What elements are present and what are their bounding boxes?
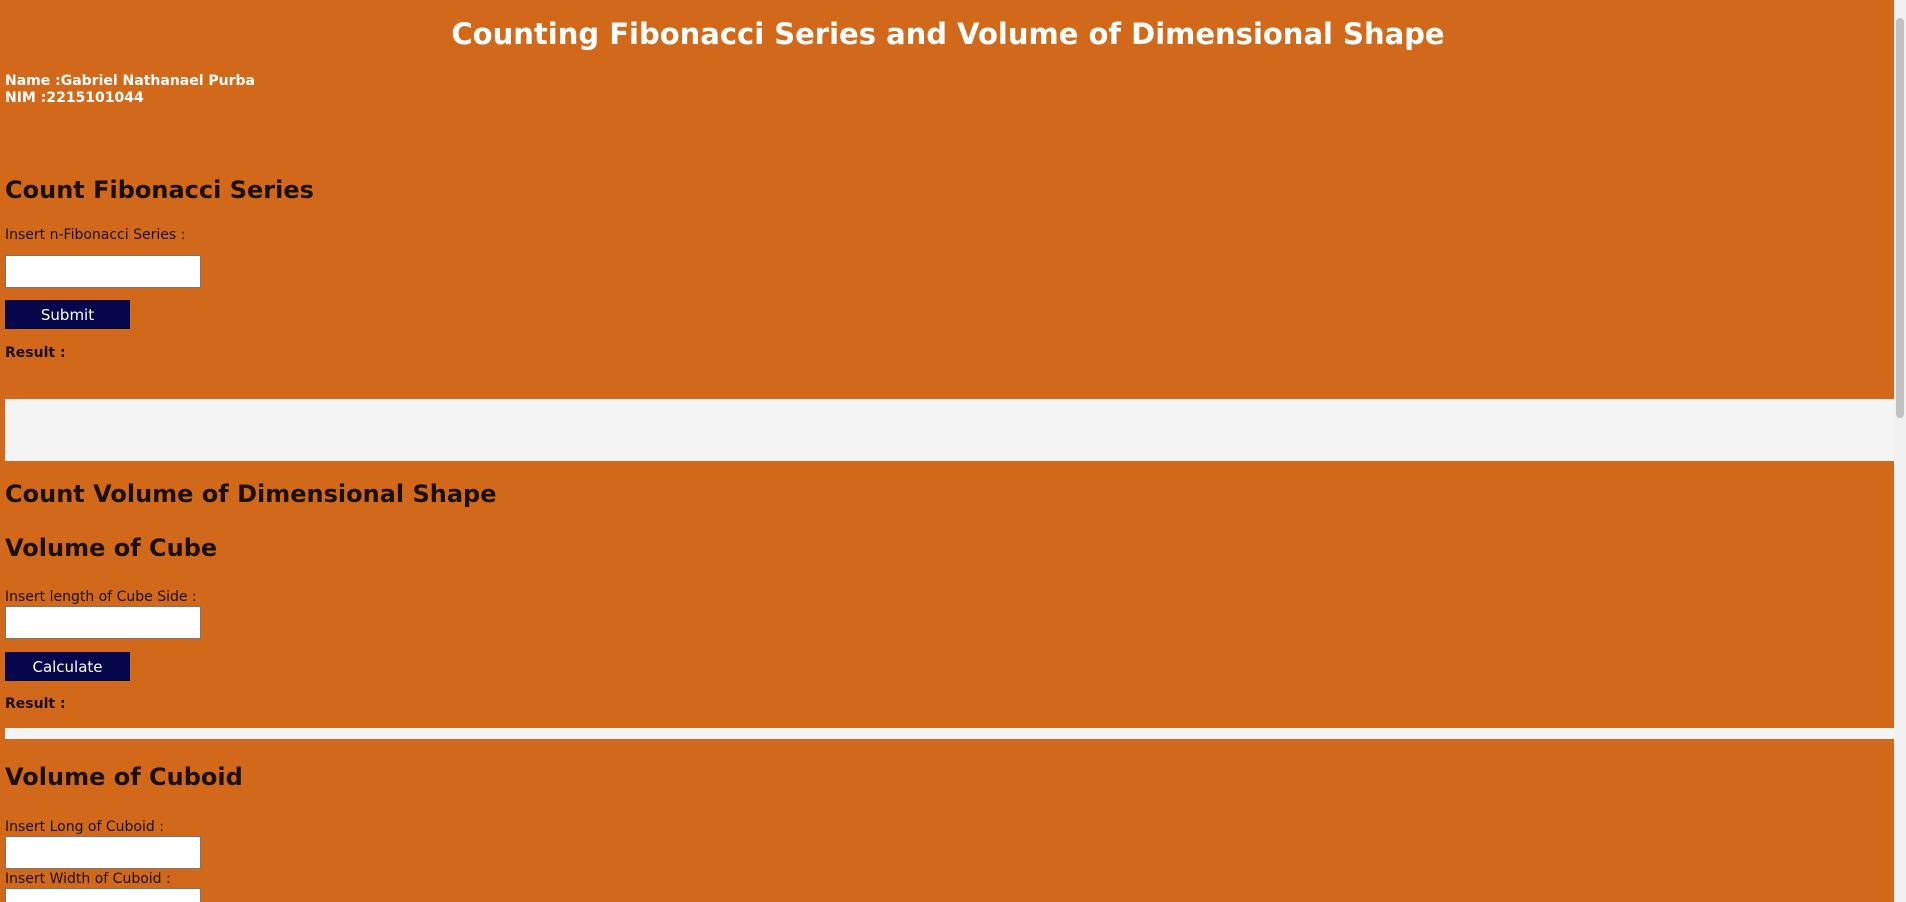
fibonacci-input-label: Insert n-Fibonacci Series : bbox=[5, 227, 186, 243]
fibonacci-heading: Count Fibonacci Series bbox=[5, 176, 314, 204]
author-info: Name :Gabriel Nathanael Purba NIM :22151… bbox=[5, 73, 255, 107]
cuboid-width-input[interactable] bbox=[5, 888, 201, 902]
cube-side-input[interactable] bbox=[5, 606, 201, 639]
scrollbar-thumb[interactable] bbox=[1896, 18, 1904, 418]
cuboid-long-input[interactable] bbox=[5, 836, 201, 869]
volume-heading: Count Volume of Dimensional Shape bbox=[5, 480, 497, 508]
cuboid-long-label: Insert Long of Cuboid : bbox=[5, 819, 164, 835]
vertical-scrollbar[interactable] bbox=[1894, 0, 1906, 902]
cuboid-heading: Volume of Cuboid bbox=[5, 763, 243, 791]
cube-result-label: Result : bbox=[5, 696, 66, 712]
cube-input-label: Insert length of Cube Side : bbox=[5, 589, 197, 605]
author-name: Name :Gabriel Nathanael Purba bbox=[5, 73, 256, 89]
calculate-button[interactable]: Calculate bbox=[5, 652, 130, 681]
fibonacci-result-box bbox=[5, 399, 1894, 461]
submit-button[interactable]: Submit bbox=[5, 300, 130, 329]
page-title: Counting Fibonacci Series and Volume of … bbox=[451, 17, 1445, 51]
cube-heading: Volume of Cube bbox=[5, 534, 218, 562]
cuboid-width-label: Insert Width of Cuboid : bbox=[5, 871, 171, 887]
author-nim: NIM :2215101044 bbox=[5, 90, 144, 106]
fibonacci-result-label: Result : bbox=[5, 345, 66, 361]
fibonacci-input[interactable] bbox=[5, 255, 201, 288]
cube-result-box bbox=[5, 728, 1894, 739]
